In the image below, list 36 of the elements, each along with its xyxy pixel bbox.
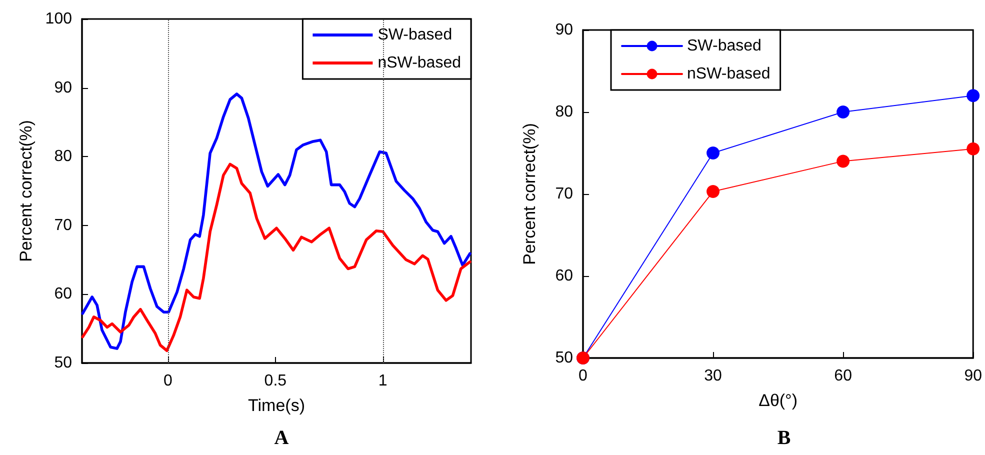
legend-label: SW-based bbox=[378, 26, 452, 44]
x-tick-label: 0.5 bbox=[264, 372, 287, 390]
y-axis-title: Percent correct(%) bbox=[520, 123, 539, 265]
point bbox=[836, 106, 850, 118]
y-axis-title: Percent correct(%) bbox=[16, 120, 36, 262]
point bbox=[706, 146, 720, 160]
x-tick-label: 1 bbox=[378, 372, 388, 390]
legend-label: nSW-based bbox=[378, 54, 462, 72]
y-tick-label: 70 bbox=[54, 216, 72, 234]
y-tick-label: 100 bbox=[45, 10, 72, 28]
text: B bbox=[777, 427, 791, 449]
y-tick-label: 90 bbox=[555, 22, 574, 38]
y-tick-label: 60 bbox=[54, 286, 72, 303]
x-axis-title: Time(s) bbox=[248, 396, 305, 415]
y-tick-label: 70 bbox=[555, 186, 574, 202]
x-tick-label: 90 bbox=[964, 368, 982, 384]
legend-label: nSW-based bbox=[687, 66, 770, 82]
point bbox=[966, 142, 980, 156]
x-axis-title: Δθ(°) bbox=[758, 391, 798, 410]
y-tick-label: 60 bbox=[555, 268, 574, 284]
x-tick-label: 30 bbox=[704, 368, 722, 384]
line-series bbox=[81, 162, 472, 352]
point bbox=[966, 89, 980, 102]
line-series bbox=[81, 92, 472, 350]
x-tick-label: 60 bbox=[834, 368, 852, 384]
y-tick-label: 80 bbox=[555, 104, 574, 120]
point bbox=[706, 185, 720, 198]
x-tick-label: 0 bbox=[578, 368, 588, 384]
y-tick-label: 50 bbox=[555, 350, 574, 366]
y-tick-label: 80 bbox=[54, 148, 72, 166]
point bbox=[836, 154, 850, 168]
legend-label: SW-based bbox=[687, 38, 762, 54]
y-tick-label: 90 bbox=[54, 79, 72, 96]
x-tick-label: 0 bbox=[164, 372, 173, 390]
text: A bbox=[274, 427, 290, 449]
y-tick-label: 50 bbox=[54, 354, 72, 372]
